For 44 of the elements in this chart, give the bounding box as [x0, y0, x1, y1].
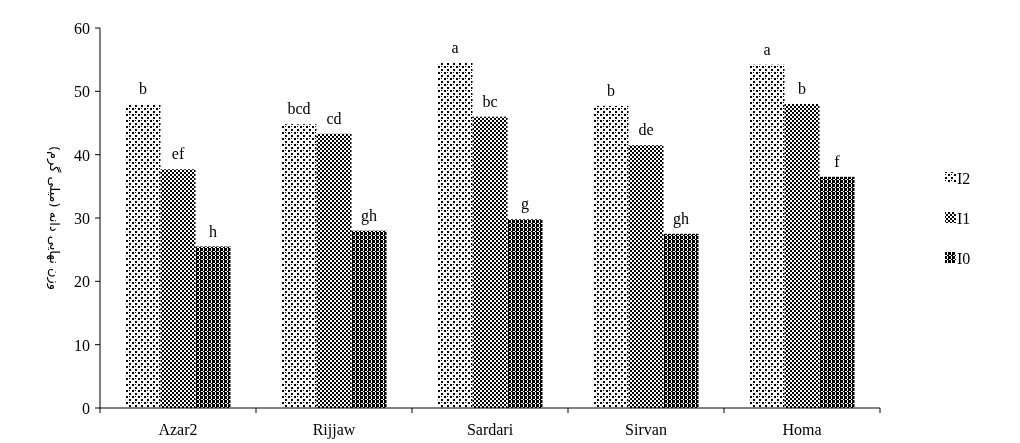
bar [784, 104, 820, 408]
data-label: g [521, 195, 529, 214]
y-axis-title: وزن نهایی دانه (میلی گرم) [46, 145, 62, 291]
y-tick-label: 10 [74, 336, 90, 354]
legend-label: I0 [957, 250, 971, 267]
x-tick-label: Rijjaw [312, 421, 356, 439]
data-label: bcd [287, 100, 311, 118]
bar [160, 169, 196, 408]
bar [281, 124, 317, 408]
bar [749, 64, 785, 408]
data-label: a [763, 40, 771, 58]
bar [628, 145, 664, 408]
data-label: cd [326, 109, 342, 127]
data-label: h [209, 222, 217, 240]
bar [593, 105, 629, 408]
data-label: a [451, 38, 459, 56]
x-tick-label: Sirvan [625, 421, 667, 438]
legend-label: I1 [957, 210, 971, 227]
data-label: f [834, 152, 841, 170]
x-tick-label: Azar2 [158, 421, 198, 438]
bar [663, 233, 699, 408]
bar [507, 219, 543, 408]
y-tick-label: 40 [74, 146, 90, 164]
y-tick-label: 50 [74, 83, 90, 101]
data-label: ef [171, 145, 185, 163]
y-tick-label: 60 [74, 20, 90, 37]
y-tick-label: 20 [74, 273, 90, 291]
legend-label: I2 [957, 170, 971, 187]
data-label: gh [673, 209, 689, 228]
data-label: de [638, 121, 654, 139]
data-label: bc [482, 92, 498, 110]
bar [316, 133, 352, 408]
data-label: b [798, 80, 806, 97]
x-tick-label: Sardari [466, 421, 514, 438]
x-tick-label: Homa [782, 421, 822, 438]
data-label: b [607, 81, 615, 99]
bar [472, 116, 508, 408]
y-tick-label: 0 [82, 400, 90, 417]
bar [351, 230, 387, 408]
y-tick-label: 30 [74, 210, 90, 227]
bar [195, 246, 231, 408]
data-label: b [139, 80, 147, 97]
data-label: gh [361, 206, 377, 225]
bar [819, 176, 855, 408]
